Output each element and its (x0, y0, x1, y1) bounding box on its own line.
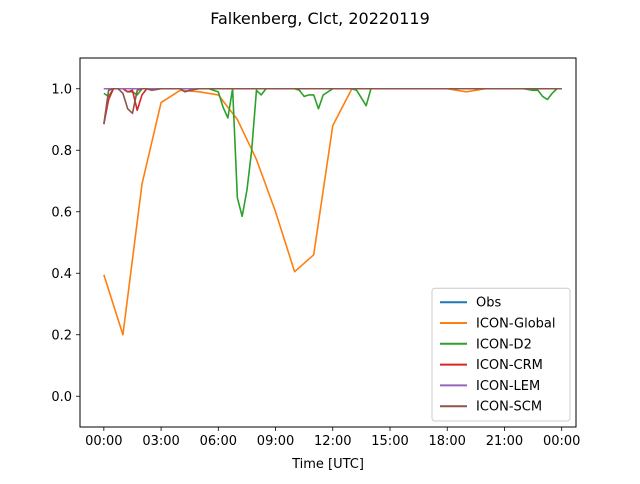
y-tick-label: 0.0 (51, 390, 72, 405)
x-tick-label: 03:00 (142, 434, 179, 449)
x-tick-label: 15:00 (371, 434, 408, 449)
plot-frame (79, 57, 577, 428)
legend-label-icon-crm: ICON-CRM (476, 358, 543, 373)
x-axis: 00:00 03:00 06:00 09:00 12:00 15:00 18:00 21:00… (85, 427, 580, 449)
y-tick-label: 0.6 (51, 205, 72, 220)
legend-label-icon-d2: ICON-D2 (476, 337, 532, 352)
y-tick-label: 1.0 (51, 82, 72, 97)
y-axis: 0.0 0.2 0.4 0.6 0.8 1.0 (51, 82, 80, 405)
x-tick-label: 00:00 (85, 434, 122, 449)
series-line-icon-scm (103, 87, 562, 125)
y-tick-label: 0.8 (51, 144, 72, 159)
y-tick-label: 0.4 (51, 267, 72, 282)
legend-label-obs: Obs (476, 296, 501, 311)
x-tick-label: 06:00 (200, 434, 237, 449)
x-axis-label: Time [UTC] (291, 457, 364, 472)
x-tick-label: 12:00 (314, 434, 351, 449)
legend-label-icon-global: ICON-Global (476, 317, 556, 332)
legend: Obs ICON-Global ICON-D2 ICON-CRM ICON-LEM ICO… (431, 287, 571, 422)
y-tick-label: 0.2 (51, 328, 72, 343)
x-tick-label: 18:00 (428, 434, 465, 449)
legend-label-icon-lem: ICON-LEM (476, 379, 540, 394)
chart-title: Falkenberg, Clct, 20220119 (210, 9, 430, 28)
x-tick-label: 09:00 (257, 434, 294, 449)
x-tick-label: 00:00 (543, 434, 580, 449)
legend-label-icon-scm: ICON-SCM (476, 400, 542, 415)
series-layer (103, 87, 562, 336)
legend-box (431, 287, 571, 422)
x-tick-label: 21:00 (486, 434, 523, 449)
